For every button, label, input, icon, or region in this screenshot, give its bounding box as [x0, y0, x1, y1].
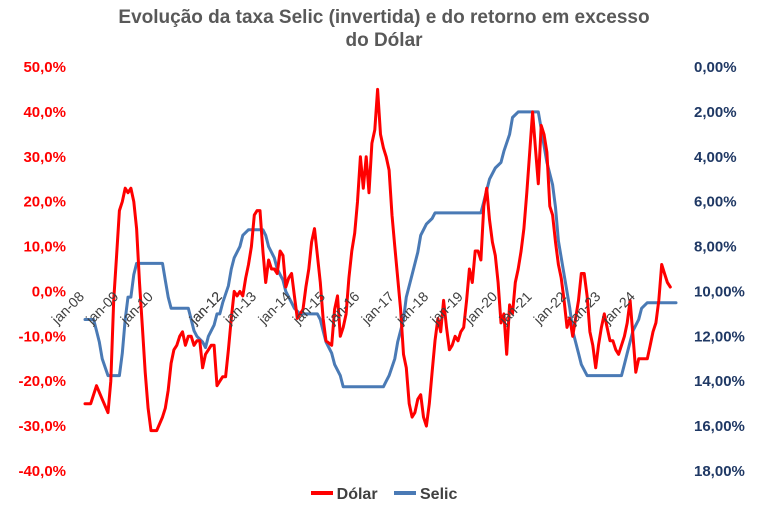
left-axis-tick-label: 30,0%: [23, 149, 66, 166]
legend-label-dolar: Dólar: [336, 486, 378, 503]
legend-swatch-selic: [394, 490, 416, 495]
right-axis-tick-label: 12,00%: [694, 328, 745, 345]
left-axis-tick-label: 10,0%: [23, 239, 66, 256]
right-axis-tick-label: 2,00%: [694, 104, 737, 121]
series-line-dolar: [83, 87, 672, 433]
x-axis-tick-label: jan-17: [357, 288, 397, 328]
right-axis-tick-label: 10,00%: [694, 283, 745, 300]
legend-swatch-dolar: [310, 490, 333, 495]
right-axis-tick-label: 6,00%: [694, 194, 737, 211]
right-axis-tick-label: 16,00%: [694, 418, 745, 435]
legend-entry-dolar: Dólar: [310, 486, 378, 504]
left-axis-tick-label: -10,0%: [18, 328, 66, 345]
x-axis-tick-label: jan-10: [116, 288, 156, 328]
series-line-selic: [83, 110, 678, 389]
chart-title-line-2: do Dólar: [345, 30, 423, 51]
x-axis-tick-label: jan-22: [530, 288, 570, 328]
left-axis-tick-label: 40,0%: [23, 104, 66, 121]
right-axis-tick-label: 4,00%: [694, 149, 737, 166]
left-axis-tick-label: -30,0%: [18, 418, 66, 435]
right-axis-tick-label: 0,00%: [694, 59, 737, 76]
x-axis-tick-label: jan-14: [254, 288, 294, 328]
left-axis-tick-label: 50,0%: [23, 59, 66, 76]
right-axis-tick-label: 18,00%: [694, 463, 745, 480]
left-axis-tick-label: 0,0%: [32, 283, 66, 300]
left-axis-tick-label: 20,0%: [23, 194, 66, 211]
right-axis-tick-label: 8,00%: [694, 239, 737, 256]
left-axis-tick-label: -40,0%: [18, 463, 66, 480]
x-axis-tick-label: jan-09: [82, 288, 122, 328]
chart-legend: Dólar Selic: [0, 486, 768, 504]
right-axis-tick-label: 14,00%: [694, 373, 745, 390]
legend-label-selic: Selic: [420, 486, 458, 503]
chart-title: Evolução da taxa Selic (invertida) e do …: [60, 6, 708, 52]
chart-title-line-1: Evolução da taxa Selic (invertida) e do …: [118, 7, 650, 28]
left-axis-tick-label: -20,0%: [18, 373, 66, 390]
legend-entry-selic: Selic: [394, 486, 457, 504]
x-axis-tick-label: jan-12: [185, 288, 225, 328]
